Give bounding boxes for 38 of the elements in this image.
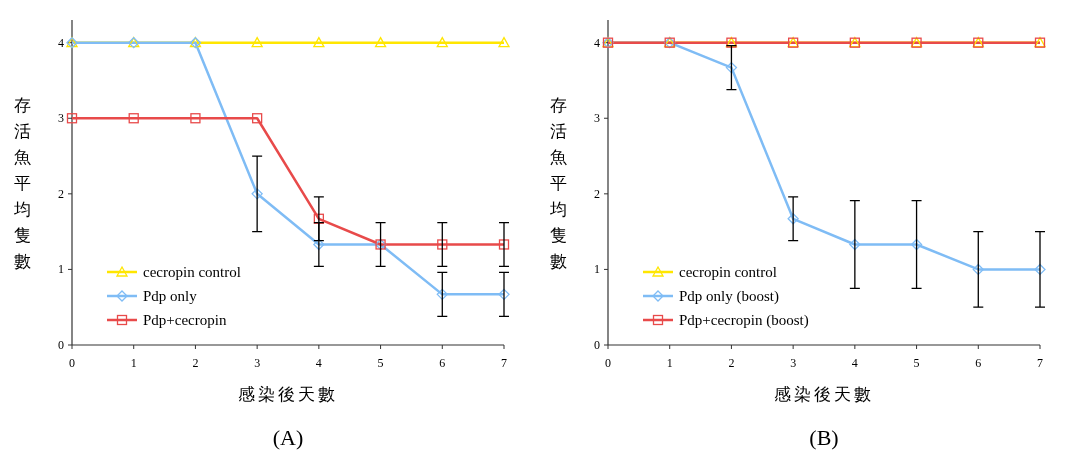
legend-label: cecropin control <box>143 264 241 280</box>
legend-label: Pdp only <box>143 288 198 304</box>
x-tick-label: 7 <box>1037 356 1043 370</box>
y-axis-title: 存活魚平均隻數 <box>548 95 567 271</box>
x-tick-label: 1 <box>666 356 673 370</box>
x-tick-label: 3 <box>254 356 261 370</box>
x-tick-label: 2 <box>728 356 735 370</box>
y-tick-label: 4 <box>58 35 64 50</box>
x-tick-label: 0 <box>605 356 611 370</box>
x-tick-label: 2 <box>192 356 199 370</box>
y-tick-label: 0 <box>594 338 600 352</box>
legend-label: Pdp+cecropin (boost) <box>679 312 809 329</box>
y-tick-label: 4 <box>594 35 600 50</box>
x-tick-label: 4 <box>315 356 322 370</box>
y-tick-label: 3 <box>58 111 64 126</box>
text: (B) <box>809 425 839 450</box>
legend-label: Pdp only (boost) <box>679 288 780 305</box>
y-tick-label: 0 <box>58 338 64 352</box>
x-tick-label: 1 <box>130 356 137 370</box>
y-tick-label: 2 <box>594 186 600 201</box>
x-tick-label: 7 <box>501 356 507 370</box>
x-tick-label: 6 <box>975 356 982 370</box>
x-tick-label: 0 <box>69 356 75 370</box>
x-tick-label: 3 <box>790 356 797 370</box>
legend-label: cecropin control <box>679 264 777 280</box>
y-tick-label: 3 <box>594 111 600 126</box>
x-tick-label: 5 <box>377 356 384 370</box>
x-tick-label: 4 <box>851 356 858 370</box>
y-axis-title: 存活魚平均隻數 <box>12 95 31 271</box>
x-axis-title: 感染後天數 <box>238 385 338 404</box>
y-tick-label: 1 <box>594 262 600 277</box>
text: (A) <box>272 425 304 450</box>
x-tick-label: 5 <box>913 356 920 370</box>
x-axis-title: 感染後天數 <box>774 385 874 404</box>
x-tick-label: 6 <box>439 356 446 370</box>
legend-label: Pdp+cecropin <box>143 312 227 328</box>
y-tick-label: 1 <box>58 262 64 277</box>
y-tick-label: 2 <box>58 186 64 201</box>
